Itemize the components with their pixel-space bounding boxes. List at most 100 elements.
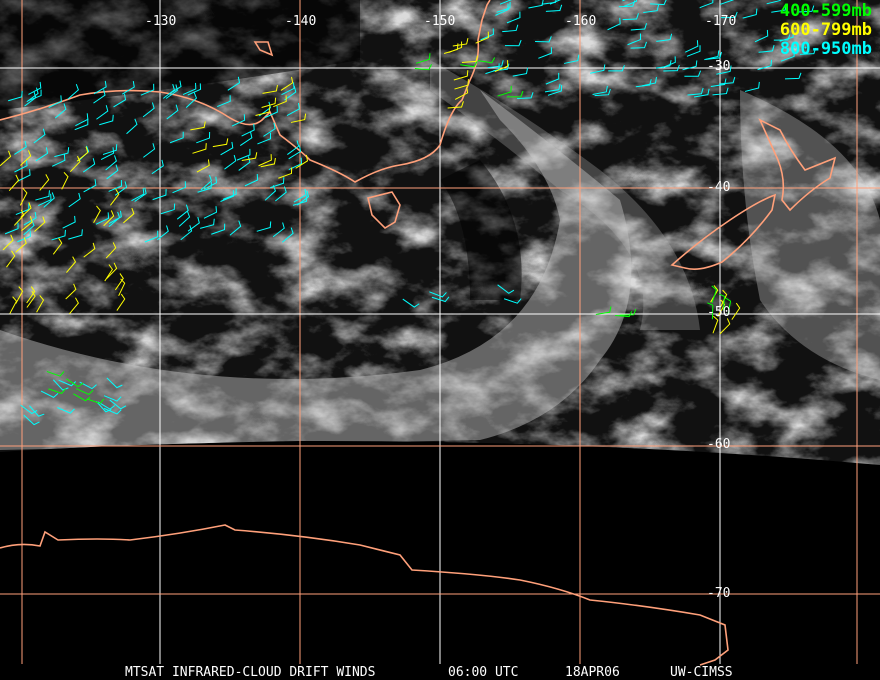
wind-barb bbox=[699, 0, 714, 9]
wind-barb bbox=[26, 290, 36, 308]
wind-barb bbox=[287, 140, 300, 155]
wind-barb bbox=[292, 195, 308, 206]
wind-barb bbox=[517, 92, 534, 100]
wind-barb bbox=[293, 188, 307, 203]
wind-barb bbox=[14, 140, 27, 155]
wind-barb bbox=[197, 182, 212, 193]
wind-barb bbox=[17, 230, 31, 243]
wind-barb bbox=[281, 227, 294, 243]
wind-barb bbox=[83, 179, 97, 193]
wind-barb bbox=[244, 173, 259, 187]
wind-barb bbox=[62, 215, 76, 229]
wind-barb bbox=[106, 164, 119, 180]
wind-barb bbox=[535, 36, 552, 43]
wind-barb bbox=[687, 87, 704, 96]
wind-barb bbox=[156, 225, 169, 241]
wind-barb bbox=[275, 186, 287, 202]
source-label: UW-CIMSS bbox=[670, 665, 733, 680]
wind-barb bbox=[497, 284, 515, 294]
wind-barb bbox=[0, 150, 12, 167]
wind-barb bbox=[28, 405, 45, 417]
wind-barb bbox=[96, 105, 109, 120]
lon-label: -150 bbox=[424, 14, 456, 29]
wind-barb bbox=[512, 67, 529, 77]
wind-barb bbox=[182, 82, 197, 96]
lon-label: -170 bbox=[705, 14, 737, 29]
wind-barb bbox=[718, 293, 725, 311]
date-label: 18APR06 bbox=[565, 665, 620, 680]
wind-barb bbox=[23, 414, 40, 426]
wind-barb bbox=[594, 88, 611, 97]
wind-barb bbox=[260, 157, 276, 168]
wind-barb bbox=[710, 285, 719, 303]
wind-barb bbox=[545, 4, 563, 12]
wind-barb bbox=[103, 210, 115, 227]
wind-barb bbox=[717, 299, 726, 317]
wind-barb bbox=[74, 118, 89, 131]
wind-barb bbox=[716, 65, 732, 75]
wind-barb bbox=[684, 70, 702, 77]
legend-entry: 600-799mb bbox=[779, 20, 872, 40]
wind-barb bbox=[278, 167, 293, 179]
wind-barb bbox=[36, 295, 45, 313]
wind-barb bbox=[286, 102, 300, 117]
wind-barb bbox=[780, 50, 795, 62]
wind-barb bbox=[162, 83, 175, 99]
wind-barb bbox=[51, 229, 66, 241]
wind-barb bbox=[619, 308, 637, 316]
wind-barb bbox=[256, 221, 272, 232]
wind-barb bbox=[54, 103, 67, 119]
wind-barb bbox=[592, 85, 608, 95]
wind-barb bbox=[114, 181, 128, 196]
wind-barb bbox=[33, 128, 46, 144]
wind-barb bbox=[295, 154, 309, 169]
wind-barb bbox=[655, 60, 672, 69]
wind-barb bbox=[14, 159, 28, 173]
coastline-new-zealand-north bbox=[758, 118, 837, 212]
wind-barb bbox=[68, 192, 81, 208]
wind-barb bbox=[82, 158, 96, 173]
wind-barb bbox=[126, 118, 138, 135]
wind-barb bbox=[151, 159, 164, 175]
wind-barb bbox=[15, 286, 24, 304]
wind-barb bbox=[142, 102, 155, 118]
wind-barb bbox=[39, 174, 50, 191]
wind-barb bbox=[52, 237, 63, 255]
wind-barb bbox=[66, 256, 77, 273]
wind-barb bbox=[203, 206, 218, 219]
wind-barb bbox=[69, 297, 79, 315]
lon-label: -160 bbox=[565, 14, 597, 29]
wind-barb bbox=[607, 17, 621, 31]
pressure-legend: 400-599mb 600-799mb 800-950mb bbox=[780, 2, 872, 59]
wind-barb bbox=[487, 60, 504, 69]
wind-barb bbox=[54, 147, 70, 158]
wind-barb bbox=[477, 57, 496, 64]
legend-entry: 400-599mb bbox=[779, 1, 872, 21]
wind-barb bbox=[506, 11, 521, 24]
wind-barb bbox=[712, 87, 729, 96]
wind-barb bbox=[608, 65, 625, 72]
wind-barb bbox=[73, 393, 91, 402]
lat-label: -60 bbox=[707, 437, 731, 452]
wind-barb bbox=[160, 203, 176, 215]
wind-barb bbox=[108, 211, 121, 228]
wind-barb bbox=[541, 0, 557, 5]
wind-barb bbox=[68, 229, 83, 240]
wind-barb bbox=[26, 87, 39, 103]
wind-barb bbox=[710, 78, 727, 88]
wind-barb bbox=[771, 4, 787, 13]
wind-barb bbox=[20, 202, 32, 218]
wind-barb bbox=[630, 23, 648, 31]
wind-barb bbox=[241, 152, 258, 161]
wind-barb bbox=[95, 212, 110, 225]
wind-barb bbox=[102, 144, 118, 155]
wind-barb bbox=[86, 398, 105, 405]
wind-barb bbox=[217, 95, 231, 108]
wind-barb bbox=[103, 395, 122, 402]
wind-barb bbox=[641, 76, 657, 87]
wind-barb bbox=[656, 33, 673, 42]
wind-barb bbox=[429, 291, 447, 298]
wind-barb bbox=[48, 388, 66, 394]
wind-barb bbox=[731, 302, 741, 320]
